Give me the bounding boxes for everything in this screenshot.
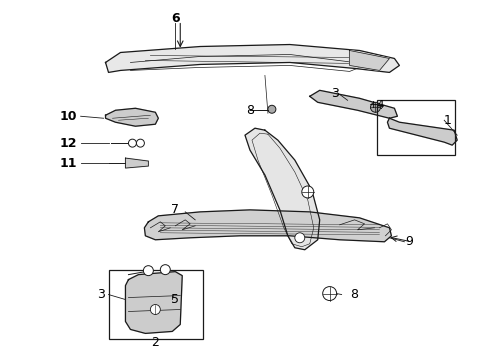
Bar — [377, 100, 455, 155]
Polygon shape — [310, 90, 397, 118]
Text: 5: 5 — [172, 293, 179, 306]
Text: 3: 3 — [331, 87, 339, 100]
Polygon shape — [105, 45, 399, 72]
Text: 6: 6 — [171, 12, 179, 25]
Text: 7: 7 — [172, 203, 179, 216]
Polygon shape — [125, 272, 182, 333]
Circle shape — [144, 266, 153, 276]
Polygon shape — [245, 128, 319, 250]
Polygon shape — [145, 210, 392, 242]
Circle shape — [323, 287, 337, 301]
Polygon shape — [388, 118, 457, 145]
Polygon shape — [105, 108, 158, 126]
Circle shape — [268, 105, 276, 113]
Text: 12: 12 — [60, 137, 77, 150]
Text: 8: 8 — [350, 288, 359, 301]
Text: 3: 3 — [97, 288, 104, 301]
Circle shape — [160, 265, 171, 275]
Text: 9: 9 — [405, 235, 413, 248]
Circle shape — [136, 139, 145, 147]
Text: 11: 11 — [60, 157, 77, 170]
Circle shape — [370, 102, 380, 112]
Text: 10: 10 — [60, 110, 77, 123]
Bar — [108, 270, 203, 339]
Text: 2: 2 — [151, 336, 159, 349]
Text: +4: +4 — [369, 100, 386, 110]
Circle shape — [302, 186, 314, 198]
Polygon shape — [125, 158, 148, 168]
Text: 1: 1 — [443, 114, 451, 127]
Circle shape — [295, 233, 305, 243]
Circle shape — [150, 305, 160, 315]
Circle shape — [128, 139, 136, 147]
Polygon shape — [349, 50, 390, 71]
Text: 8: 8 — [246, 104, 254, 117]
